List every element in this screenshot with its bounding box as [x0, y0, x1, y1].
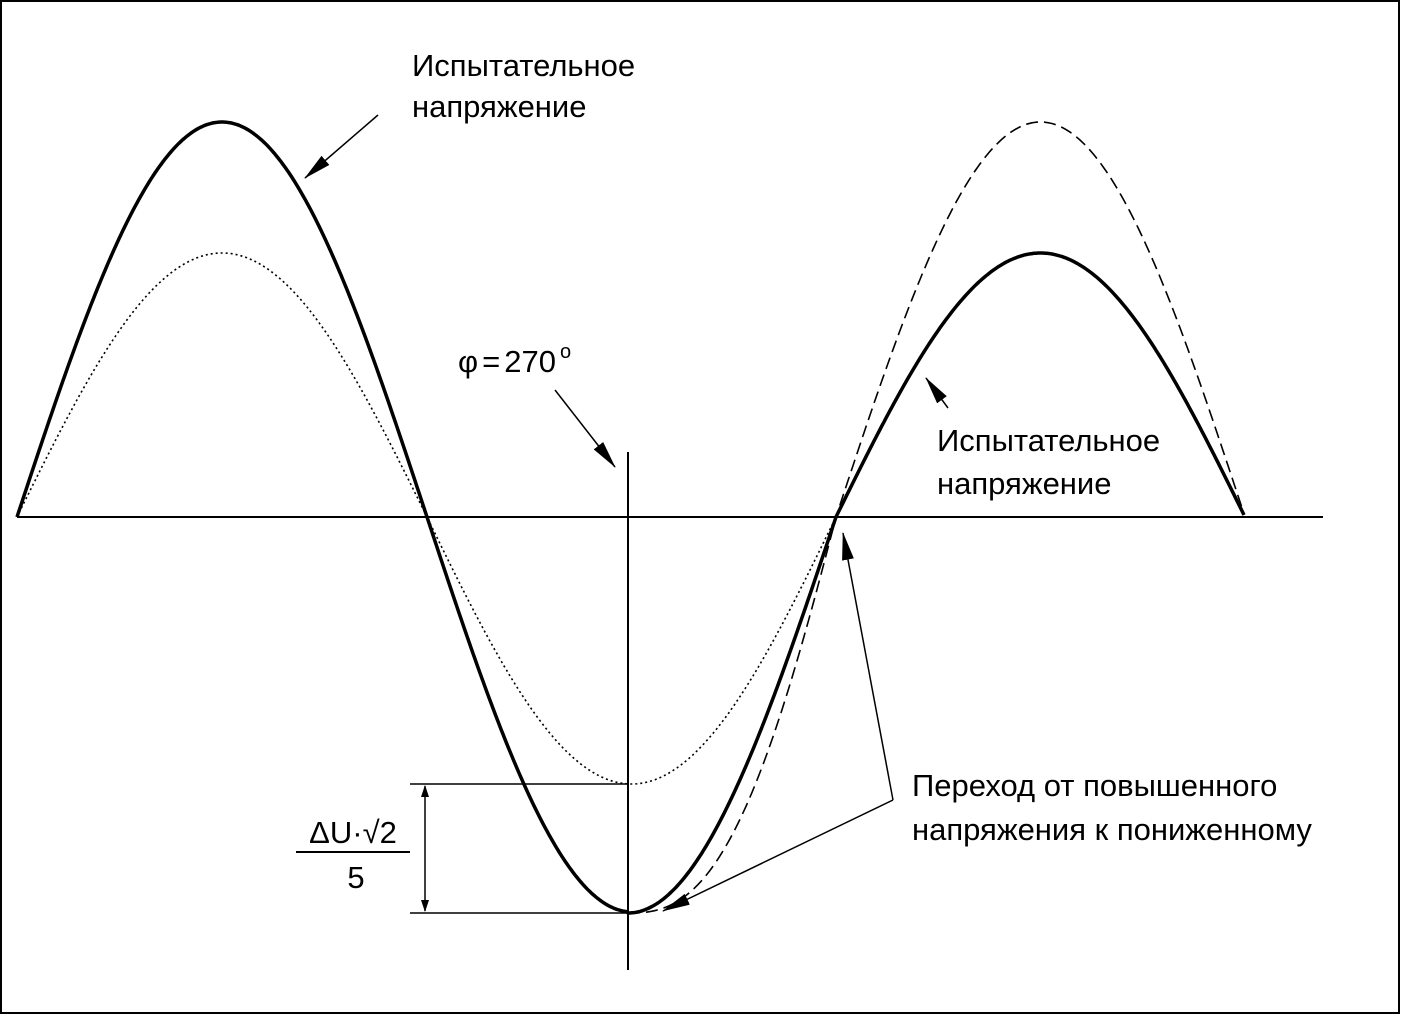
- arrow: [925, 377, 949, 409]
- phase-degree: o: [560, 341, 571, 363]
- label: напряжения к пониженному: [912, 812, 1312, 847]
- arrow: [842, 532, 894, 801]
- label: напряжение: [937, 466, 1111, 501]
- fraction-denominator: 5: [347, 860, 364, 895]
- phase-symbol: φ: [458, 344, 478, 379]
- label: Испытательное: [937, 423, 1160, 458]
- phase-sign: =: [482, 344, 500, 379]
- phase-angle: 270: [504, 344, 556, 379]
- label: Переход от повышенного: [912, 768, 1277, 803]
- test-voltage-curve: [15, 120, 1246, 915]
- label: напряжение: [412, 89, 586, 124]
- raised-voltage-curve: [628, 121, 1245, 914]
- arrow: [554, 389, 616, 468]
- label: Испытательное: [412, 48, 635, 83]
- fraction-numerator: ΔU·√2: [309, 815, 397, 850]
- phase-label: φ = 270 o: [458, 341, 571, 379]
- arrow: [304, 114, 379, 179]
- arrow: [662, 799, 894, 912]
